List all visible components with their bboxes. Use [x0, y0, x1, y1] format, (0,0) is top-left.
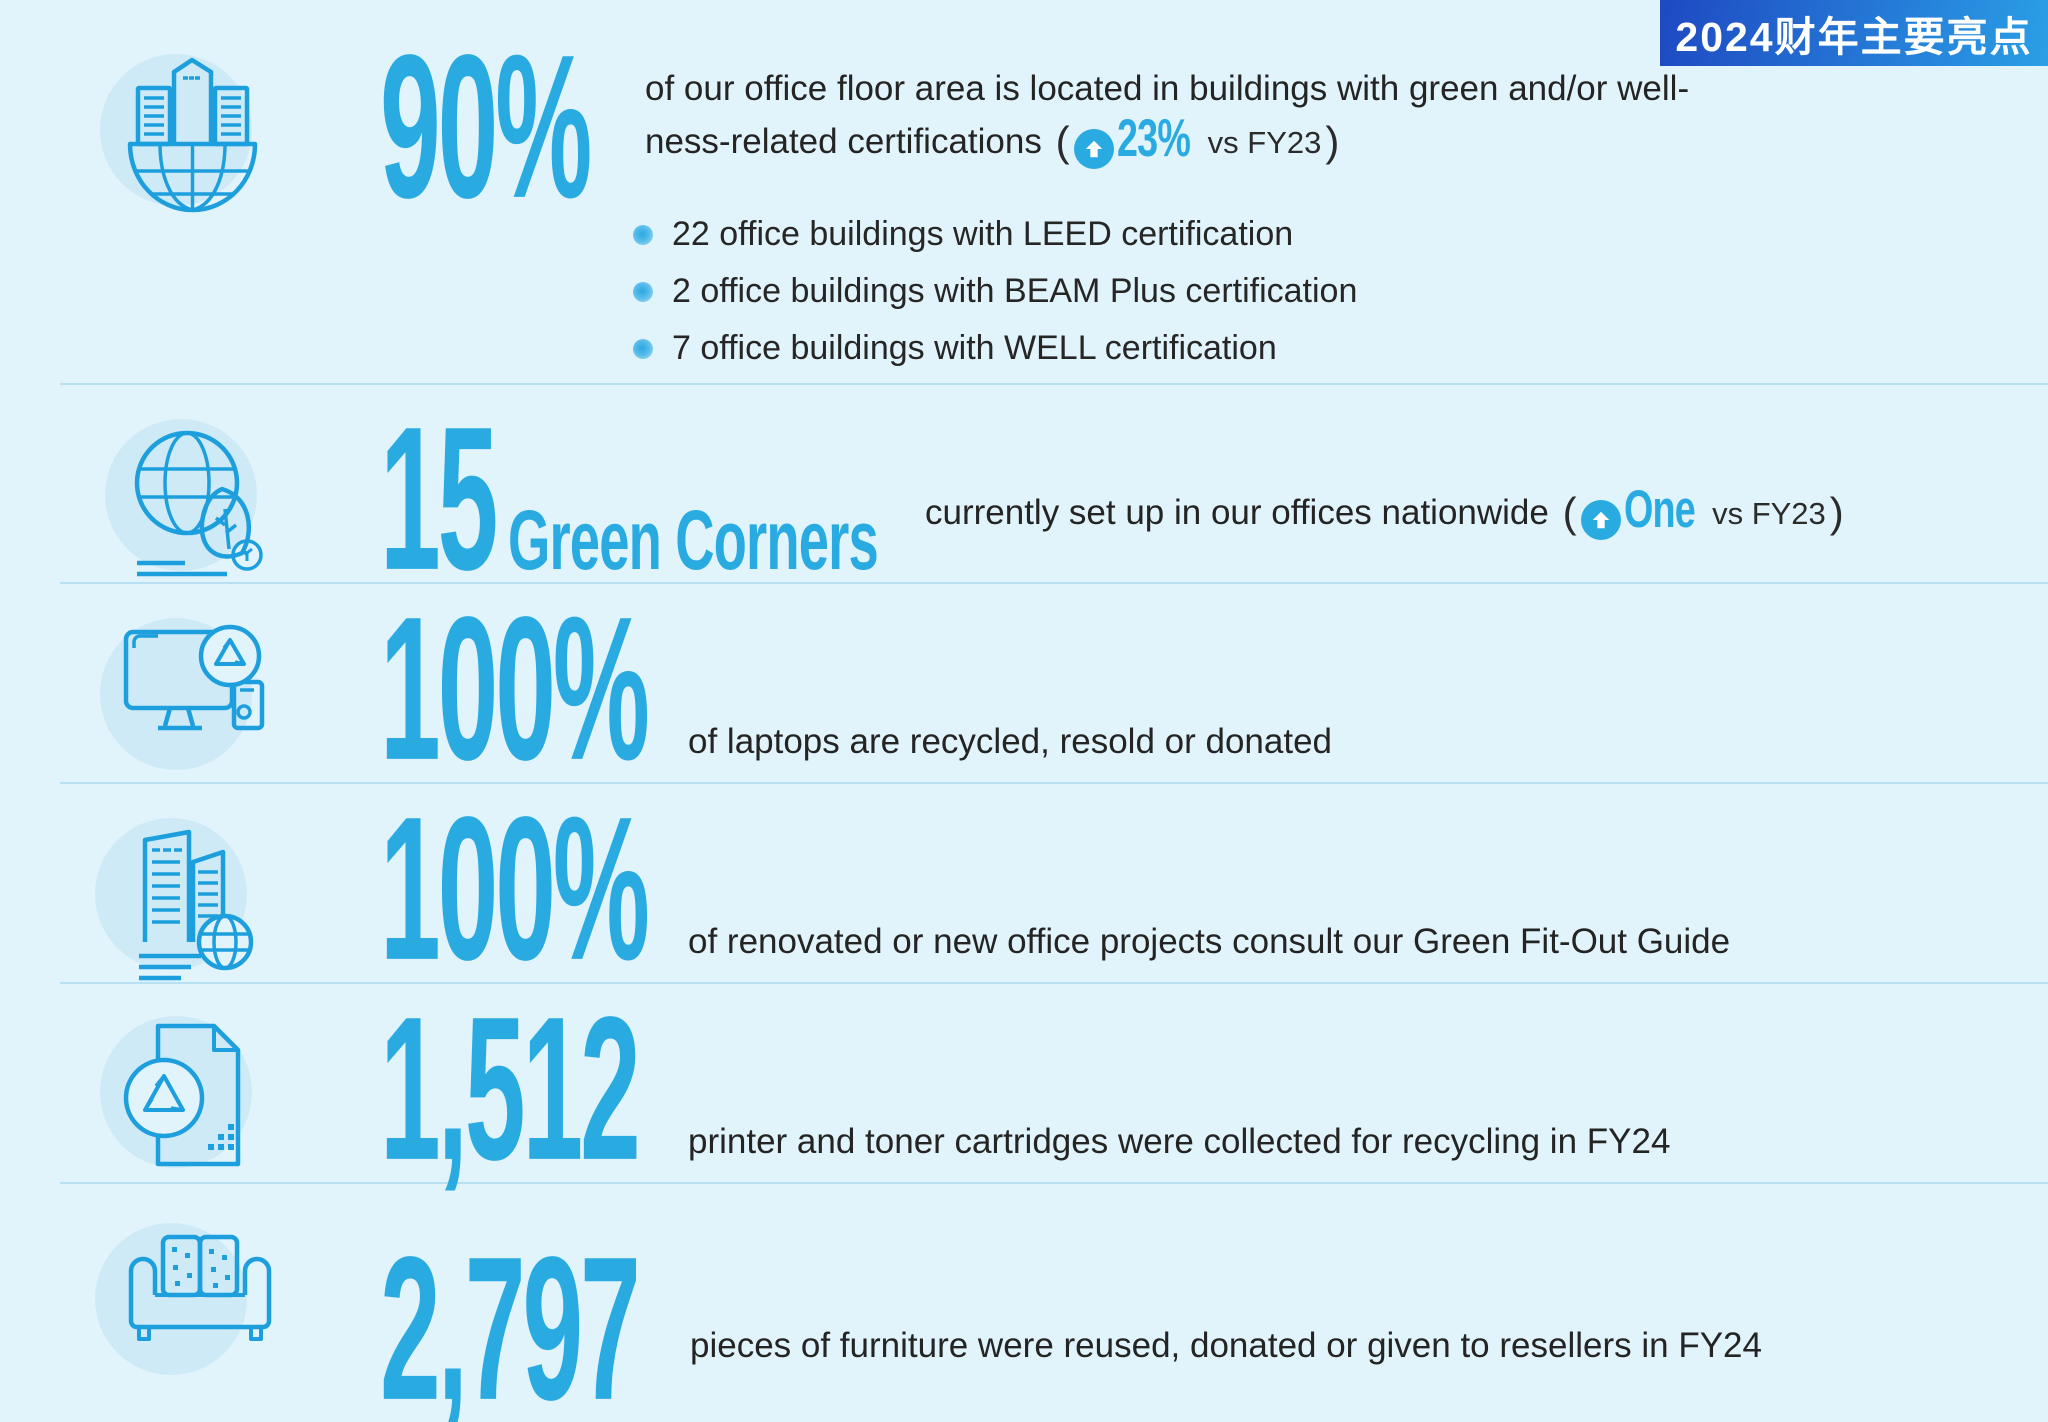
delta-suffix: vs FY23 — [1207, 125, 1322, 160]
bullet-dot-icon — [633, 281, 653, 302]
sofa-icon — [128, 1234, 272, 1341]
metric-value: 15 — [380, 383, 498, 613]
icon-block — [100, 612, 285, 797]
highlight-row-cartridges: 1,512 printer and toner cartridges were … — [0, 982, 2048, 1190]
highlight-row-laptops: 100% of laptops are recycled, resold or … — [0, 582, 2048, 790]
bullet-text: 2 office buildings with BEAM Plus certif… — [672, 272, 1358, 310]
metric-value: 90% — [380, 11, 592, 241]
fiscal-year-badge-label: 2024财年主要亮点 — [1675, 14, 2033, 60]
office-buildings-globe-icon — [127, 57, 258, 213]
bullet-dot-icon — [633, 338, 653, 359]
metric-description: of renovated or new office projects cons… — [688, 922, 1731, 961]
delta-chip: (23% vs FY23) — [1052, 111, 1344, 169]
icon-backdrop — [95, 1223, 247, 1375]
highlight-row-green-corners: 15 Green Corners currently set up in our… — [0, 383, 2048, 600]
bullet-dot-icon — [633, 224, 653, 245]
fiscal-year-badge: 2024财年主要亮点 — [1660, 0, 2048, 66]
highlight-row-certifications: 90% of our office floor area is located … — [0, 0, 2048, 383]
icon-block — [100, 48, 285, 233]
delta-chip: (One vs FY23) — [1559, 482, 1848, 540]
bullet-text: 7 office buildings with WELL certificati… — [672, 329, 1277, 367]
highlight-row-furniture: 2,797 pieces of furniture were reused, d… — [0, 1182, 2048, 1422]
paren-close: ) — [1829, 489, 1844, 536]
paper-recycle-icon — [123, 1023, 241, 1167]
row-divider — [60, 383, 2048, 385]
metric-value: 100% — [380, 573, 650, 803]
metric-description: pieces of furniture were reused, donated… — [690, 1326, 1762, 1365]
certification-bullet-list: 22 office buildings with LEED certificat… — [633, 206, 1357, 377]
metric-description: of laptops are recycled, resold or donat… — [688, 722, 1332, 761]
icon-block — [95, 1217, 280, 1402]
bullet-text: 22 office buildings with LEED certificat… — [672, 215, 1294, 253]
row-divider — [60, 582, 2048, 584]
icon-block — [95, 812, 280, 997]
globe-leaf-icon — [134, 430, 263, 577]
row-divider — [60, 982, 2048, 984]
icon-block — [100, 1010, 285, 1195]
paren-open: ( — [1055, 118, 1070, 165]
metric-value-label: Green Corners — [508, 492, 879, 588]
delta-value: 23% — [1116, 107, 1191, 168]
metric-value: 1,512 — [380, 973, 641, 1203]
list-item: 22 office buildings with LEED certificat… — [633, 206, 1357, 263]
paren-close: ) — [1325, 118, 1340, 165]
highlight-row-fit-out-guide: 100% of renovated or new office projects… — [0, 782, 2048, 990]
up-arrow-icon — [1580, 500, 1621, 540]
delta-value: One — [1623, 478, 1696, 539]
description-line: of our office floor area is located in b… — [645, 69, 1690, 108]
row-divider — [60, 1182, 2048, 1184]
list-item: 7 office buildings with WELL certificati… — [633, 320, 1357, 377]
row-divider — [60, 782, 2048, 784]
buildings-network-icon — [139, 829, 254, 981]
metric-value: 100% — [380, 773, 650, 1003]
metric-value: 2,797 — [380, 1213, 641, 1422]
up-arrow-icon — [1073, 129, 1114, 169]
delta-suffix: vs FY23 — [1712, 496, 1826, 531]
metric-description: currently set up in our offices nationwi… — [925, 482, 1848, 540]
description-line: ness-related certifications — [645, 122, 1042, 161]
metric-description: of our office floor area is located in b… — [645, 62, 1905, 169]
metric-description: printer and toner cartridges were collec… — [688, 1122, 1671, 1161]
paren-open: ( — [1562, 489, 1577, 536]
list-item: 2 office buildings with BEAM Plus certif… — [633, 263, 1357, 320]
monitor-recycle-icon — [123, 624, 265, 731]
description-line: currently set up in our offices nationwi… — [925, 493, 1549, 532]
icon-block — [105, 413, 290, 598]
